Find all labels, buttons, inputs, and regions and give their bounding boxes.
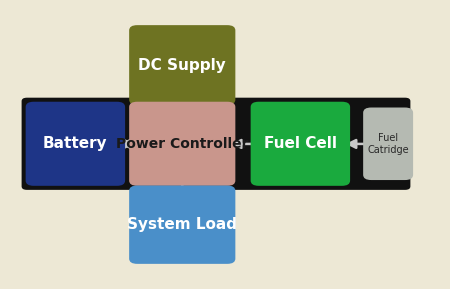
FancyBboxPatch shape <box>129 102 235 186</box>
Text: System Load: System Load <box>127 217 237 232</box>
Text: Battery: Battery <box>43 136 108 151</box>
Text: Power Controller: Power Controller <box>116 137 248 151</box>
FancyBboxPatch shape <box>251 102 350 186</box>
Text: Fuel
Catridge: Fuel Catridge <box>367 133 409 155</box>
FancyBboxPatch shape <box>129 186 235 264</box>
FancyBboxPatch shape <box>129 25 235 105</box>
FancyBboxPatch shape <box>363 108 413 180</box>
Text: DC Supply: DC Supply <box>139 58 226 73</box>
Text: Fuel Cell: Fuel Cell <box>264 136 337 151</box>
FancyBboxPatch shape <box>26 102 125 186</box>
FancyBboxPatch shape <box>22 98 410 190</box>
